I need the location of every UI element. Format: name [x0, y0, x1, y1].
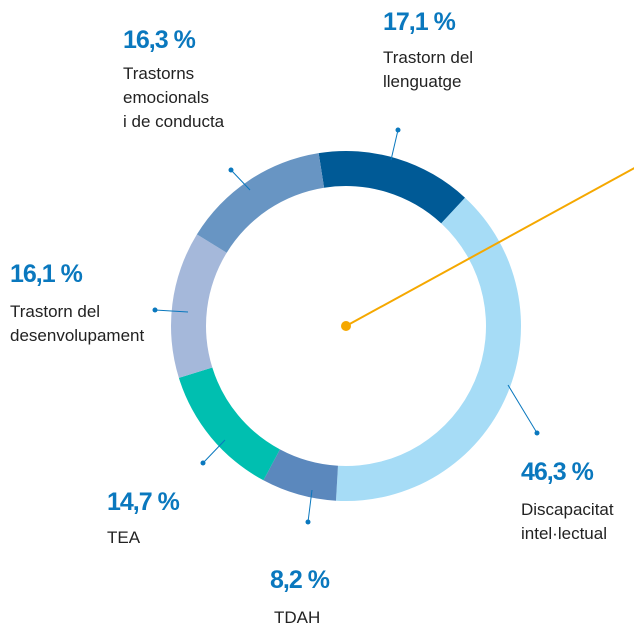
category-label: Discapacitat intel·lectual	[521, 500, 614, 543]
value-label: 16,3 %	[123, 26, 196, 54]
leader-line	[307, 489, 313, 523]
pointer-line	[345, 167, 634, 327]
leader-line	[230, 169, 251, 191]
value-label: 16,1 %	[10, 260, 83, 288]
category-label: Trastorns emocionals i de conducta	[123, 64, 225, 131]
value-label: 46,3 %	[521, 458, 594, 486]
category-label: Trastorn del desenvolupament	[10, 302, 145, 345]
leader-line	[390, 129, 399, 161]
segment	[335, 197, 521, 502]
leader-line	[202, 439, 226, 464]
value-label: 14,7 %	[107, 488, 180, 516]
value-label: 17,1 %	[383, 8, 456, 36]
segment	[263, 449, 338, 501]
segment	[171, 234, 227, 378]
category-label: Trastorn del llenguatge	[383, 48, 474, 91]
category-label: TEA	[107, 528, 141, 547]
leader-line	[507, 384, 538, 434]
pointer-dot	[341, 321, 351, 331]
segment	[178, 367, 280, 481]
value-label: 8,2 %	[270, 566, 330, 594]
segment	[318, 151, 466, 224]
segment	[196, 153, 325, 253]
leader-line	[154, 309, 189, 313]
category-label: TDAH	[274, 608, 321, 627]
